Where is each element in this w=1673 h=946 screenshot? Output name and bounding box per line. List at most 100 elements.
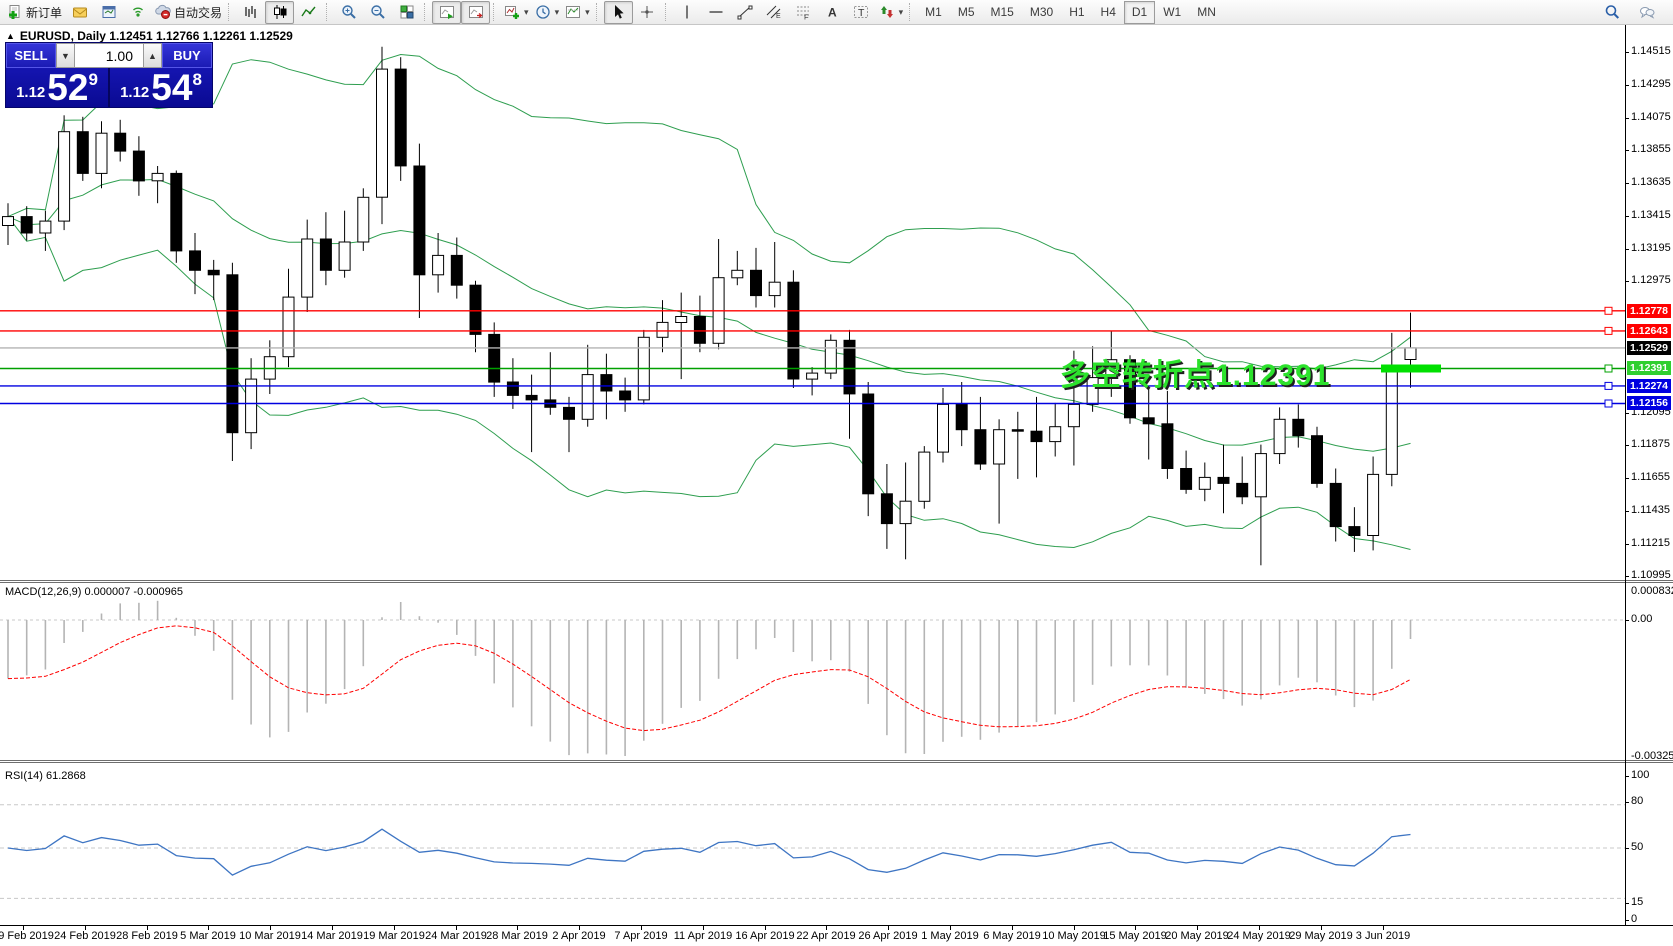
date-label[interactable]: 1 May 2019 <box>921 930 979 942</box>
date-label[interactable]: 28 Feb 2019 <box>116 930 178 942</box>
rsi-label: RSI(14) 61.2868 <box>5 770 86 782</box>
indicators-dropdown-caret[interactable]: ▾ <box>524 6 529 17</box>
toolbar-text-label-button[interactable]: T <box>847 1 876 24</box>
toolbar-zoom-out-button[interactable] <box>363 1 392 24</box>
toolbar-trendline-button[interactable] <box>731 1 760 24</box>
timeframe-d1-button[interactable]: D1 <box>1123 0 1156 24</box>
rsi-panel-divider[interactable] <box>0 760 1673 763</box>
date-label[interactable]: 19 Feb 2019 <box>0 930 54 942</box>
date-label[interactable]: 15 May 2019 <box>1103 930 1167 942</box>
turning-point-highlight[interactable] <box>1381 364 1441 373</box>
date-label[interactable]: 10 May 2019 <box>1042 930 1106 942</box>
hline-1.12391-handle[interactable] <box>1604 364 1613 373</box>
buy-button[interactable]: BUY <box>162 43 212 68</box>
timeframe-m1-button[interactable]: M1 <box>925 5 942 19</box>
toolbar-chart-shift-button[interactable] <box>461 0 491 24</box>
volume-decrease-button[interactable]: ▼ <box>56 43 75 68</box>
toolbar-chat-button[interactable] <box>1632 1 1661 24</box>
toolbar-zoom-in-button[interactable] <box>334 1 363 24</box>
date-label[interactable]: 11 Apr 2019 <box>673 930 733 942</box>
zoom-out-svg <box>370 5 385 19</box>
collapse-arrow-icon[interactable]: ▲ <box>6 31 15 41</box>
buy-price[interactable]: 1.12 54 8 <box>110 68 212 107</box>
price-tick-label: 1.12975 <box>1631 274 1671 286</box>
toolbar-search-button[interactable] <box>1597 1 1626 24</box>
toolbar-new-order-button[interactable]: 新订单 <box>4 1 65 24</box>
date-label[interactable]: 29 May 2019 <box>1289 930 1353 942</box>
timeframe-m15-button[interactable]: M15 <box>990 5 1014 19</box>
toolbar-text-button[interactable]: A <box>818 1 847 24</box>
hline-1.12156-handle[interactable] <box>1604 399 1613 408</box>
date-label[interactable]: 14 Mar 2019 <box>301 930 363 942</box>
volume-increase-button[interactable]: ▲ <box>143 43 162 68</box>
date-label[interactable]: 16 Apr 2019 <box>735 930 795 942</box>
toolbar-signals-button[interactable] <box>123 1 152 24</box>
chat-svg <box>1639 7 1654 19</box>
vline-svg <box>686 5 688 19</box>
timeframe-h4-button[interactable]: H4 <box>1100 5 1116 19</box>
sell-price[interactable]: 1.12 52 9 <box>6 68 108 107</box>
toolbar-tile-windows-button[interactable] <box>392 1 421 24</box>
main-chart-svg[interactable] <box>0 25 1625 580</box>
sell-button[interactable]: SELL <box>6 43 56 68</box>
channel-svg: E <box>766 5 781 20</box>
rsi-tick-mark <box>1625 848 1629 849</box>
toolbar-auto-scroll-button[interactable] <box>432 0 462 24</box>
date-label[interactable]: 22 Apr 2019 <box>796 930 856 942</box>
volume-input[interactable]: 1.00 <box>75 43 143 68</box>
toolbar-indicators-button[interactable]: ▾ <box>501 1 532 24</box>
date-label[interactable]: 10 Mar 2019 <box>239 930 301 942</box>
toolbar: 新订单 自动交易 ▾ ▾ ▾ E F A T ▾ M1 M5 M15 M30 H1 H4 D1 W1 MN <box>0 0 1673 25</box>
date-label[interactable]: 19 Mar 2019 <box>363 930 425 942</box>
date-label[interactable]: 20 May 2019 <box>1165 930 1229 942</box>
toolbar-templates-button[interactable]: ▾ <box>562 1 593 24</box>
toolbar-charts-window-button[interactable] <box>94 1 123 24</box>
chart-annotation[interactable]: 多空转折点1.12391 <box>1060 359 1331 392</box>
date-label[interactable]: 7 Apr 2019 <box>614 930 668 942</box>
date-label[interactable]: 26 Apr 2019 <box>858 930 918 942</box>
date-label[interactable]: 5 Mar 2019 <box>180 930 236 942</box>
toolbar-equidistant-channel-button[interactable]: E <box>760 1 789 24</box>
timeframe-mn-button[interactable]: MN <box>1197 5 1216 19</box>
toolbar-auto-trading-button[interactable]: 自动交易 <box>152 1 225 24</box>
toolbar-gripper <box>595 3 600 21</box>
date-label[interactable]: 2 Apr 2019 <box>552 930 606 942</box>
date-tick-mark <box>147 926 148 930</box>
date-label[interactable]: 24 May 2019 <box>1227 930 1291 942</box>
hline-1.12274-handle[interactable] <box>1604 381 1613 390</box>
date-tick-mark <box>332 926 333 930</box>
price-tick-label: 1.13635 <box>1631 176 1671 188</box>
templates-dropdown-caret[interactable]: ▾ <box>585 6 590 17</box>
toolbar-crosshair-button[interactable] <box>633 1 662 24</box>
macd-panel-divider[interactable] <box>0 580 1673 583</box>
toolbar-line-chart-button[interactable] <box>294 1 323 24</box>
timeframe-m5-button[interactable]: M5 <box>957 5 975 19</box>
timeframe-m30-button[interactable]: M30 <box>1029 5 1054 19</box>
macd-signal-line <box>7 625 1411 732</box>
toolbar-horizontal-line-button[interactable] <box>702 1 731 24</box>
toolbar-arrow-objects-button[interactable]: ▾ <box>876 1 907 24</box>
timeframe-w1-button[interactable]: W1 <box>1163 5 1182 19</box>
toolbar-mailbox-button[interactable] <box>65 1 94 24</box>
date-label[interactable]: 6 May 2019 <box>983 930 1041 942</box>
toolbar-cursor-button[interactable] <box>603 0 633 24</box>
toolbar-fibonacci-retracement-button[interactable]: F <box>789 1 818 24</box>
date-label[interactable]: 24 Feb 2019 <box>54 930 116 942</box>
toolbar-vertical-line-button[interactable] <box>673 1 702 24</box>
timeframe-h1-button[interactable]: H1 <box>1069 5 1085 19</box>
hline-1.12778-handle[interactable] <box>1604 306 1613 315</box>
toolbar-right-icons <box>1597 1 1669 24</box>
toolbar-candlestick-chart-button[interactable] <box>265 0 295 24</box>
date-label[interactable]: 3 Jun 2019 <box>1355 930 1411 942</box>
price-chip-1.12778: 1.12778 <box>1627 304 1671 318</box>
periods-dropdown-caret[interactable]: ▾ <box>554 6 560 17</box>
svg-text:E: E <box>776 13 781 20</box>
date-label[interactable]: 28 Mar 2019 <box>486 930 548 942</box>
hline-1.12643-handle[interactable] <box>1604 326 1613 335</box>
toolbar-periods-button[interactable]: ▾ <box>532 1 563 24</box>
date-label[interactable]: 24 Mar 2019 <box>425 930 487 942</box>
arrow-objects-dropdown-caret[interactable]: ▾ <box>898 6 904 17</box>
toolbar-bar-chart-button[interactable] <box>236 1 265 24</box>
chart-shift-icon <box>468 4 484 20</box>
date-tick-mark <box>208 926 209 930</box>
